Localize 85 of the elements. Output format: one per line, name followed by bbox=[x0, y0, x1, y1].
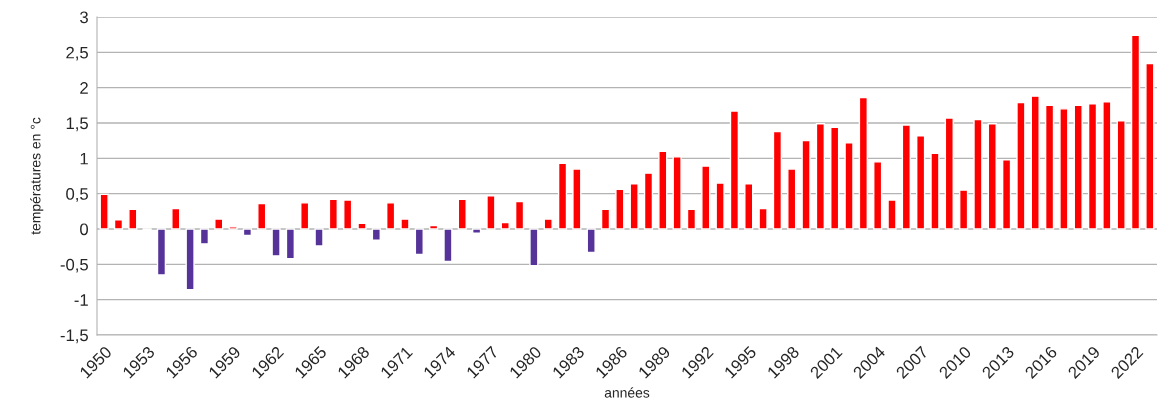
y-tick-label: 1,5 bbox=[66, 117, 88, 132]
y-tick-label: 2,5 bbox=[66, 46, 88, 61]
bar bbox=[500, 221, 510, 230]
bar bbox=[1130, 34, 1141, 230]
bar bbox=[1145, 62, 1155, 230]
bar bbox=[987, 123, 997, 230]
bar bbox=[1001, 159, 1012, 230]
bar bbox=[615, 188, 625, 230]
bar bbox=[901, 124, 911, 230]
bar bbox=[1087, 103, 1098, 230]
bar bbox=[156, 228, 167, 276]
bar bbox=[113, 219, 124, 230]
bar bbox=[801, 139, 811, 230]
x-axis-title: années bbox=[604, 387, 650, 398]
bar bbox=[314, 228, 324, 247]
bar bbox=[815, 123, 826, 230]
bar bbox=[514, 200, 525, 230]
bar bbox=[1044, 104, 1055, 230]
bar bbox=[300, 202, 310, 230]
bar bbox=[171, 207, 181, 230]
y-tick-label: -0,5 bbox=[60, 258, 88, 273]
y-tick-label: 0 bbox=[80, 223, 89, 236]
bar bbox=[1116, 120, 1126, 230]
y-tick-label: -1,5 bbox=[60, 329, 88, 344]
bar bbox=[486, 195, 496, 230]
bar bbox=[672, 156, 682, 230]
bar bbox=[844, 142, 854, 230]
bar bbox=[715, 182, 725, 230]
bar bbox=[443, 228, 453, 263]
bar bbox=[529, 228, 539, 267]
y-tick-label: 1 bbox=[80, 152, 88, 165]
bar bbox=[758, 207, 768, 230]
bar bbox=[686, 208, 697, 230]
bar bbox=[1059, 108, 1069, 230]
bar bbox=[557, 162, 568, 230]
bar bbox=[930, 152, 940, 230]
bar bbox=[858, 96, 868, 230]
y-tick-label: 0,5 bbox=[66, 188, 88, 202]
bar bbox=[586, 228, 596, 254]
bar bbox=[772, 130, 783, 230]
bar bbox=[428, 224, 439, 230]
bar bbox=[242, 228, 253, 237]
bar bbox=[729, 110, 740, 230]
bar bbox=[658, 150, 668, 230]
bar bbox=[1030, 95, 1040, 230]
bar bbox=[701, 165, 711, 230]
bar bbox=[830, 126, 840, 230]
bar bbox=[257, 202, 267, 230]
bar bbox=[629, 183, 639, 230]
bar bbox=[414, 228, 424, 256]
bar bbox=[643, 172, 654, 230]
bar bbox=[400, 218, 410, 230]
bar bbox=[371, 228, 381, 242]
bar bbox=[887, 199, 897, 230]
bar bbox=[214, 218, 224, 230]
bar bbox=[343, 199, 353, 230]
y-tick-label: -1 bbox=[74, 294, 88, 306]
bar bbox=[543, 218, 553, 230]
bar bbox=[1102, 101, 1112, 230]
bar bbox=[99, 193, 109, 230]
bar bbox=[787, 168, 797, 230]
bar bbox=[744, 183, 754, 230]
bar bbox=[1016, 101, 1026, 230]
y-axis-title: températures en °c bbox=[30, 117, 44, 235]
bar bbox=[916, 135, 926, 230]
bar bbox=[185, 228, 195, 291]
bar bbox=[958, 189, 969, 230]
y-tick-label: 2 bbox=[80, 82, 88, 94]
bar bbox=[471, 228, 482, 234]
bar bbox=[973, 118, 983, 230]
bar bbox=[1073, 104, 1083, 230]
y-tick-label: 3 bbox=[80, 11, 88, 24]
bar bbox=[328, 198, 338, 230]
bar bbox=[600, 208, 611, 230]
bar bbox=[944, 117, 954, 230]
bar bbox=[572, 168, 582, 230]
bar bbox=[228, 226, 238, 230]
bar bbox=[199, 228, 210, 245]
bar bbox=[271, 228, 281, 257]
bar bbox=[285, 228, 296, 260]
bar bbox=[357, 222, 367, 230]
bar bbox=[128, 208, 138, 230]
bar bbox=[457, 198, 467, 230]
bar bbox=[386, 202, 396, 230]
bar bbox=[873, 161, 883, 230]
